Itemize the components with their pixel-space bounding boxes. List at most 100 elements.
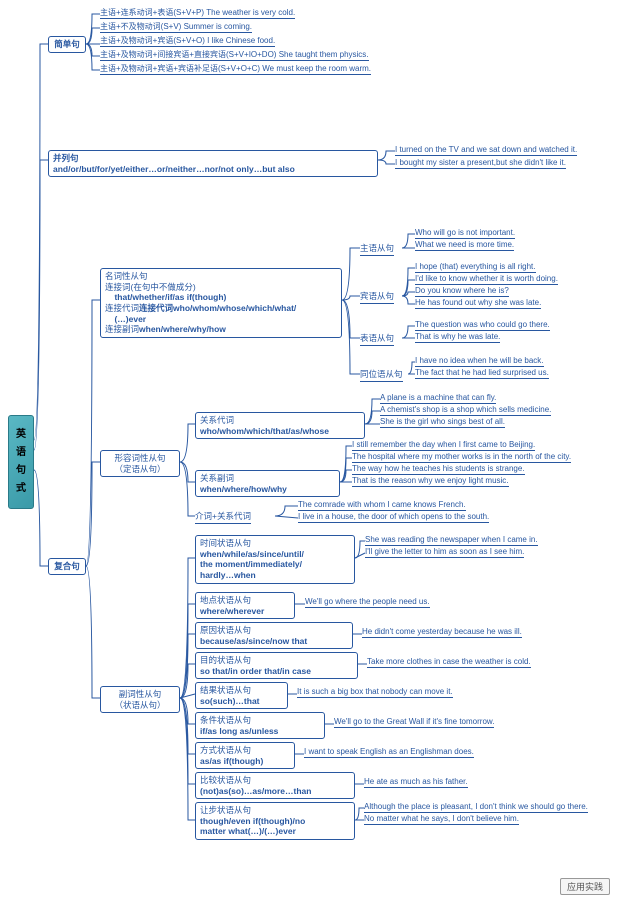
subj-ex: What we need is more time. — [415, 240, 514, 251]
reasont: 原因状语从句 — [200, 625, 251, 635]
rat: 关系副词 — [200, 473, 234, 483]
appo-ex: I have no idea when he will be back. — [415, 356, 544, 367]
simple-line: 主语+不及物动词(S+V) Summer is coming. — [100, 22, 252, 33]
ra-ex: That is the reason why we enjoy light mu… — [352, 476, 509, 487]
place-ex: We'll go where the people need us. — [305, 597, 430, 608]
purpose-ex: Take more clothes in case the weather is… — [367, 657, 531, 668]
root-char: 句 — [16, 462, 26, 480]
place-node: 地点状语从句where/wherever — [195, 592, 295, 619]
conc-ex: Although the place is pleasant, I don't … — [364, 802, 588, 813]
compound-label: 并列句 — [53, 153, 79, 163]
adv-l2: （状语从句） — [114, 700, 165, 710]
pred-ex: The question was who could go there. — [415, 320, 550, 331]
noun-l2: that/whether/if/as if(though) — [114, 292, 226, 302]
simple-sentence-node: 简单句 — [48, 36, 86, 53]
root-node: 英 语 句 式 — [8, 415, 34, 509]
comp-node: 比较状语从句(not)as(so)…as/more…than — [195, 772, 355, 799]
simple-line: 主语+连系动词+表语(S+V+P) The weather is very co… — [100, 8, 295, 19]
rp-ex: A chemist's shop is a shop which sells m… — [380, 405, 551, 416]
reason-ex: He didn't come yesterday because he was … — [362, 627, 522, 638]
prep-ex: The comrade with whom I came knows Frenc… — [298, 500, 466, 511]
purpt: 目的状语从句 — [200, 655, 251, 665]
purpc: so that/in order that/in case — [200, 666, 311, 676]
reasonc: because/as/since/now that — [200, 636, 307, 646]
time-node: 时间状语从句 when/while/as/since/until/the mom… — [195, 535, 355, 584]
result-node: 结果状语从句so(such)…that — [195, 682, 288, 709]
root-char: 语 — [16, 444, 26, 462]
complex-node: 复合句 — [48, 558, 86, 575]
pred-ex: That is why he was late. — [415, 332, 500, 343]
comp-ex: He ate as much as his father. — [364, 777, 468, 788]
apply-button[interactable]: 应用实践 — [560, 878, 610, 895]
rac: when/where/how/why — [200, 484, 287, 494]
compc: (not)as(so)…as/more…than — [200, 786, 311, 796]
time-ex: I'll give the letter to him as soon as I… — [365, 547, 524, 558]
condc: if/as long as/unless — [200, 726, 278, 736]
ra-ex: The way how he teaches his students is s… — [352, 464, 525, 475]
compound-node: 并列句 and/or/but/for/yet/either…or/neither… — [48, 150, 378, 177]
obj-ex: Do you know where he is? — [415, 286, 509, 297]
placec: where/wherever — [200, 606, 264, 616]
rpt: 关系代词 — [200, 415, 234, 425]
rp-ex: She is the girl who sings best of all. — [380, 417, 505, 428]
time-ex: She was reading the newspaper when I cam… — [365, 535, 538, 546]
compound-ex: I turned on the TV and we sat down and w… — [395, 145, 577, 156]
noun-title: 名词性从句 — [105, 271, 148, 281]
conct: 让步状语从句 — [200, 805, 251, 815]
noun-l1: 连接词(在句中不做成分) — [105, 282, 196, 292]
cond-ex: We'll go to the Great Wall if it's fine … — [334, 717, 494, 728]
result-ex: It is such a big box that nobody can mov… — [297, 687, 453, 698]
adv-l1: 副词性从句 — [119, 689, 162, 699]
rpc: who/whom/which/that/as/whose — [200, 426, 329, 436]
noun-l5: 连接副词when/where/why/how — [105, 324, 226, 334]
rel-adv-node: 关系副词 when/where/how/why — [195, 470, 340, 497]
purpose-node: 目的状语从句so that/in order that/in case — [195, 652, 358, 679]
resc: so(such)…that — [200, 696, 260, 706]
obj-ex: I hope (that) everything is all right. — [415, 262, 536, 273]
ra-ex: The hospital where my mother works is in… — [352, 452, 571, 463]
connector-lines — [0, 0, 640, 901]
root-char: 英 — [16, 426, 26, 444]
prep-rel: 介词+关系代词 — [195, 510, 251, 524]
concc: though/even if(though)/nomatter what(…)/… — [200, 816, 305, 837]
subj-ex: Who will go is not important. — [415, 228, 515, 239]
obj-ex: He has found out why she was late. — [415, 298, 541, 309]
reason-node: 原因状语从句because/as/since/now that — [195, 622, 353, 649]
timet: 时间状语从句 — [200, 538, 251, 548]
rel-pron-node: 关系代词 who/whom/which/that/as/whose — [195, 412, 365, 439]
adj-l1: 形容词性从句 — [114, 453, 165, 463]
subj-clause: 主语从句 — [360, 242, 394, 256]
rp-ex: A plane is a machine that can fly. — [380, 393, 496, 404]
manc: as/as if(though) — [200, 756, 263, 766]
pred-clause: 表语从句 — [360, 332, 394, 346]
prep-ex: I live in a house, the door of which ope… — [298, 512, 489, 523]
noun-l3: 连接代词连接代词who/whom/whose/which/what/ — [105, 303, 296, 313]
compound-ex: I bought my sister a present,but she did… — [395, 158, 566, 169]
conc-node: 让步状语从句 though/even if(though)/nomatter w… — [195, 802, 355, 840]
appo-clause: 同位语从句 — [360, 368, 403, 382]
appo-ex: The fact that he had lied surprised us. — [415, 368, 549, 379]
placet: 地点状语从句 — [200, 595, 251, 605]
cond-node: 条件状语从句if/as long as/unless — [195, 712, 325, 739]
obj-clause: 宾语从句 — [360, 290, 394, 304]
adv-clause-node: 副词性从句 （状语从句） — [100, 686, 180, 713]
manner-node: 方式状语从句as/as if(though) — [195, 742, 295, 769]
rest: 结果状语从句 — [200, 685, 251, 695]
condt: 条件状语从句 — [200, 715, 251, 725]
compt: 比较状语从句 — [200, 775, 251, 785]
manner-ex: I want to speak English as an Englishman… — [304, 747, 474, 758]
simple-line: 主语+及物动词+宾语+宾语补足语(S+V+O+C) We must keep t… — [100, 64, 371, 75]
compound-conj: and/or/but/for/yet/either…or/neither…nor… — [53, 164, 295, 174]
mant: 方式状语从句 — [200, 745, 251, 755]
obj-ex: I'd like to know whether it is worth doi… — [415, 274, 558, 285]
root-char: 式 — [16, 480, 26, 498]
noun-l4: (…)ever — [114, 314, 146, 324]
timec: when/while/as/since/until/the moment/imm… — [200, 549, 304, 580]
adj-clause-node: 形容词性从句 （定语从句） — [100, 450, 180, 477]
conc-ex: No matter what he says, I don't believe … — [364, 814, 519, 825]
simple-line: 主语+及物动词+宾语(S+V+O) I like Chinese food. — [100, 36, 275, 47]
simple-line: 主语+及物动词+间接宾语+直接宾语(S+V+IO+DO) She taught … — [100, 50, 369, 61]
ra-ex: I still remember the day when I first ca… — [352, 440, 535, 451]
noun-clause-node: 名词性从句 连接词(在句中不做成分) that/whether/if/as if… — [100, 268, 342, 338]
adj-l2: （定语从句） — [114, 464, 165, 474]
